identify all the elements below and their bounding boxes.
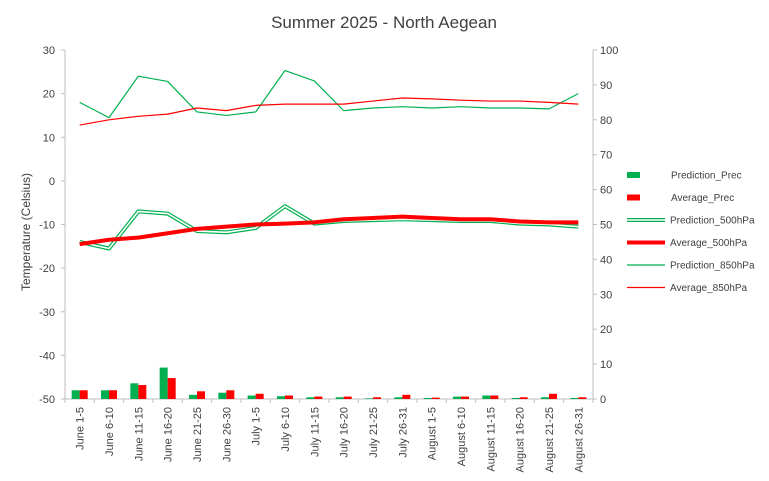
x-tick-label: August 6-10 (456, 407, 468, 466)
y-tick-label: -30 (39, 307, 55, 319)
y2-tick-label: 80 (600, 115, 612, 127)
legend-label: Prediction_850hPa (670, 261, 755, 272)
legend-label: Average_500hPa (670, 238, 748, 249)
x-tick-label: July 21-25 (368, 407, 380, 458)
bar (306, 397, 315, 399)
legend-label: Average_Prec (671, 193, 734, 204)
bar (138, 385, 147, 399)
y-tick-label: 20 (43, 89, 55, 101)
bar (159, 367, 168, 399)
y-tick-label: 30 (43, 45, 55, 57)
bar (511, 397, 520, 399)
legend-label: Prediction_500hPa (670, 216, 755, 227)
y2-tick-label: 90 (600, 80, 612, 92)
legend-label: Average_850hPa (670, 283, 748, 294)
y-axis-label: Temperature (Celsius) (19, 173, 33, 291)
legend-label: Prediction_Prec (671, 171, 742, 182)
bar (71, 390, 80, 399)
bar (189, 394, 197, 399)
bar (218, 392, 227, 399)
chart-title: Summer 2025 - North Aegean (271, 13, 497, 32)
bar (453, 396, 461, 399)
bar (365, 398, 373, 399)
x-tick-label: July 1-5 (251, 407, 263, 446)
series-line (79, 214, 579, 247)
x-tick-label: July 11-15 (309, 407, 321, 457)
series-line (79, 69, 579, 119)
x-tick-label: August 21-25 (544, 407, 556, 472)
y-tick-label: -50 (39, 394, 55, 406)
x-tick-label: August 11-15 (485, 407, 497, 472)
bar (394, 397, 403, 399)
x-tick-label: August 1-5 (427, 407, 439, 460)
legend-swatch (627, 172, 640, 178)
y-tick-label: -20 (39, 263, 55, 275)
x-tick-label: July 16-20 (339, 407, 351, 458)
y-tick-label: -10 (39, 220, 55, 232)
bar (197, 391, 205, 399)
bar (490, 395, 499, 399)
y2-tick-label: 50 (600, 220, 612, 232)
y-tick-label: 0 (49, 176, 55, 188)
bar (277, 396, 285, 399)
bar (109, 390, 117, 399)
x-tick-label: June 1-5 (75, 407, 87, 450)
bar (482, 395, 491, 399)
x-tick-label: July 26-31 (397, 407, 409, 458)
bar (79, 390, 88, 399)
bar (402, 394, 411, 399)
series-line (79, 97, 579, 126)
y2-tick-label: 60 (600, 185, 612, 197)
y2-tick-label: 20 (600, 324, 612, 336)
x-tick-label: June 26-30 (221, 407, 233, 462)
bar (519, 397, 528, 399)
bar (255, 393, 264, 399)
y2-tick-label: 100 (600, 45, 618, 57)
x-tick-label: June 21-25 (192, 407, 204, 462)
bar (431, 397, 440, 399)
x-tick-label: June 11-15 (133, 407, 145, 461)
bar (461, 396, 469, 399)
bar (335, 397, 344, 399)
bar (247, 395, 256, 399)
y2-tick-label: 0 (600, 394, 606, 406)
legend-swatch (627, 194, 640, 201)
bar (130, 383, 139, 399)
series-line-inner (79, 205, 579, 250)
y2-tick-label: 70 (600, 150, 612, 162)
y-tick-label: -40 (39, 350, 55, 362)
x-tick-label: August 16-20 (515, 407, 527, 472)
bar (101, 390, 109, 399)
bar (578, 397, 587, 399)
y2-tick-label: 10 (600, 359, 612, 371)
bar (226, 390, 235, 399)
bar (541, 397, 549, 399)
y2-tick-label: 40 (600, 254, 612, 266)
bar (314, 396, 323, 399)
bar (570, 397, 579, 399)
x-tick-label: August 26-31 (573, 407, 585, 472)
bar (285, 395, 293, 399)
x-tick-label: June 6-10 (104, 407, 116, 456)
bar (373, 397, 381, 399)
bar (343, 396, 352, 399)
bar (423, 397, 432, 399)
x-tick-label: July 6-10 (280, 407, 292, 452)
bar (549, 393, 557, 399)
y2-tick-label: 30 (600, 289, 612, 301)
bar (167, 378, 176, 399)
y-tick-label: 10 (43, 132, 55, 144)
x-tick-label: June 16-20 (163, 407, 175, 462)
